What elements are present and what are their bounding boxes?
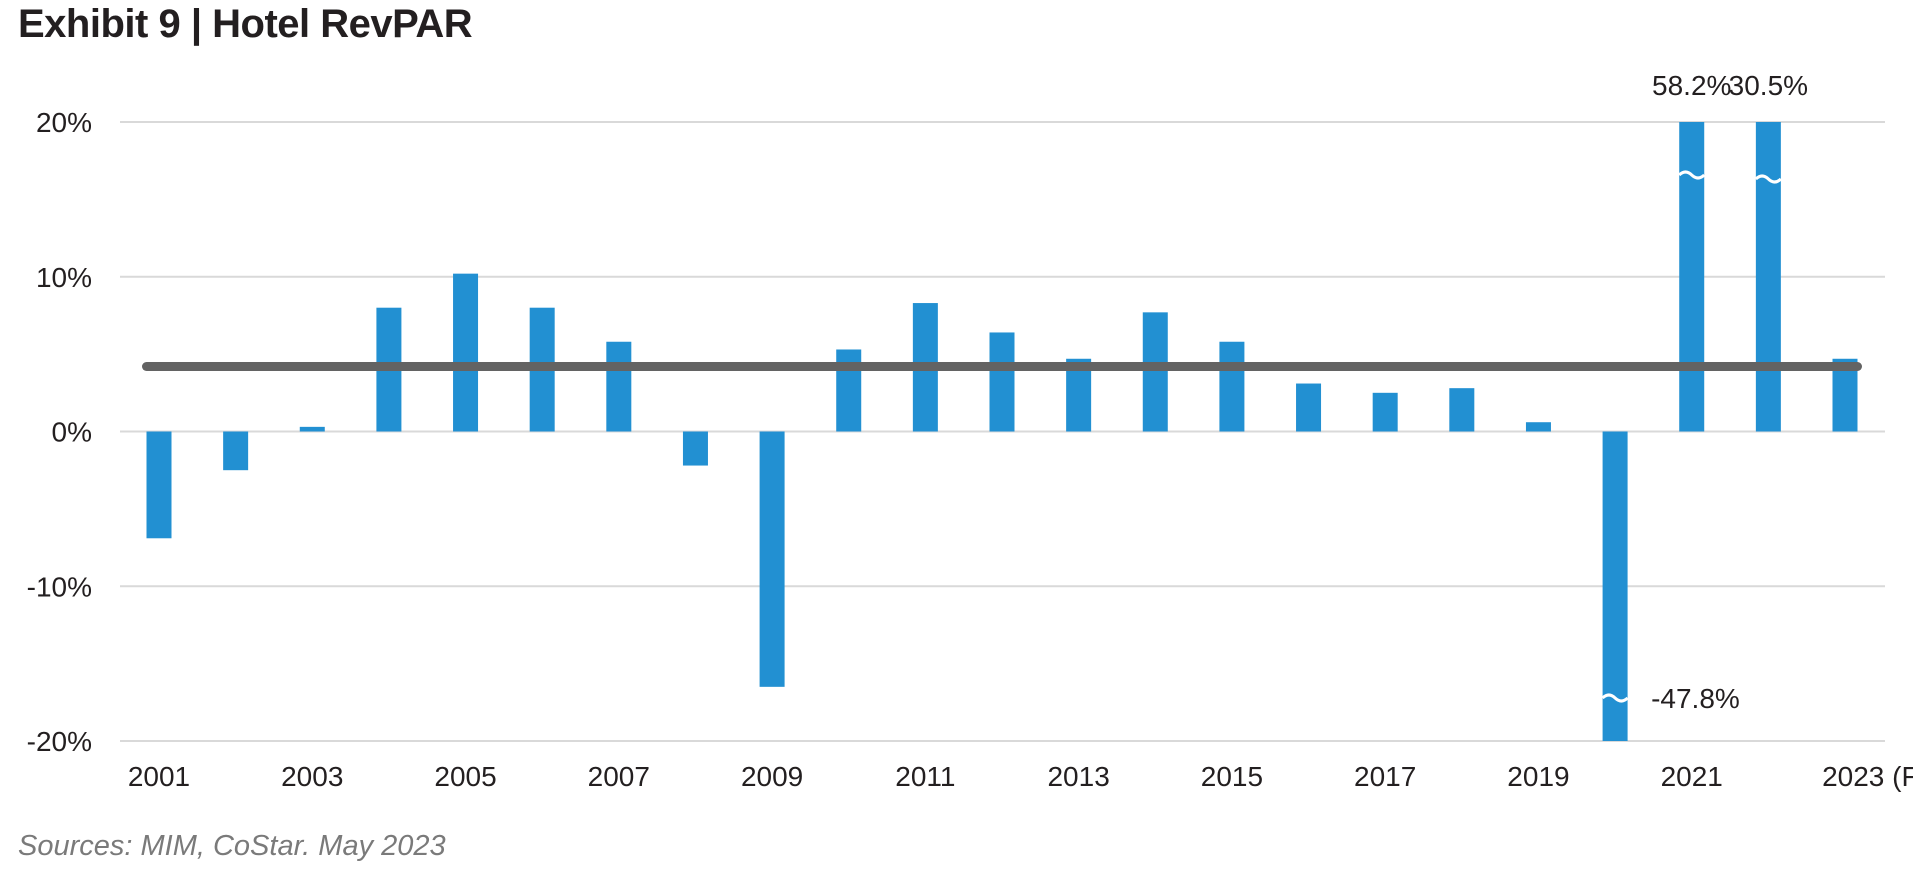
bar-2010 (836, 349, 862, 432)
x-tick-label: 2021 (1661, 761, 1723, 792)
x-tick-label: 2011 (895, 761, 955, 792)
data-label: -47.8% (1651, 683, 1740, 714)
y-tick-label: 20% (36, 107, 92, 138)
x-tick-label: 2019 (1507, 761, 1569, 792)
x-tick-label: 2003 (281, 761, 343, 792)
y-tick-label: 0% (52, 417, 92, 448)
bar-2022 (1755, 122, 1781, 432)
y-tick-label: 10% (36, 262, 92, 293)
axis-break-icon (1678, 170, 1706, 180)
bar-2015 (1219, 341, 1245, 432)
x-tick-label: 2013 (1047, 761, 1109, 792)
bar-2005 (453, 273, 479, 432)
bar-2003 (299, 426, 325, 432)
bar-2020 (1602, 431, 1628, 741)
bar-2007 (606, 341, 632, 432)
x-tick-label: 2001 (128, 761, 190, 792)
bar-2002 (223, 431, 249, 471)
data-label: 30.5% (1729, 70, 1808, 101)
bar-2016 (1296, 383, 1322, 432)
bar-2021 (1679, 122, 1705, 432)
x-tick-label: 2007 (588, 761, 650, 792)
x-tick-label: 2005 (434, 761, 496, 792)
x-tick-label: 2009 (741, 761, 803, 792)
axis-break-icon (1754, 174, 1782, 184)
x-tick-label: 2015 (1201, 761, 1263, 792)
chart-title: Exhibit 9 | Hotel RevPAR (18, 2, 473, 46)
axis-break-icon (1601, 693, 1629, 703)
bar-2008 (682, 431, 708, 466)
y-tick-label: -10% (27, 571, 92, 602)
x-tick-label: 2023 (F) (1822, 761, 1913, 792)
bar-2014 (1142, 312, 1168, 432)
bar-2001 (146, 431, 172, 539)
source-note: Sources: MIM, CoStar. May 2023 (18, 830, 446, 862)
bar-2018 (1449, 388, 1475, 432)
bar-2019 (1525, 422, 1551, 432)
bar-2009 (759, 431, 785, 687)
data-label: 58.2% (1652, 70, 1731, 101)
bar-2012 (989, 332, 1015, 432)
bar-2017 (1372, 392, 1398, 432)
y-tick-label: -20% (27, 726, 92, 757)
x-tick-label: 2017 (1354, 761, 1416, 792)
